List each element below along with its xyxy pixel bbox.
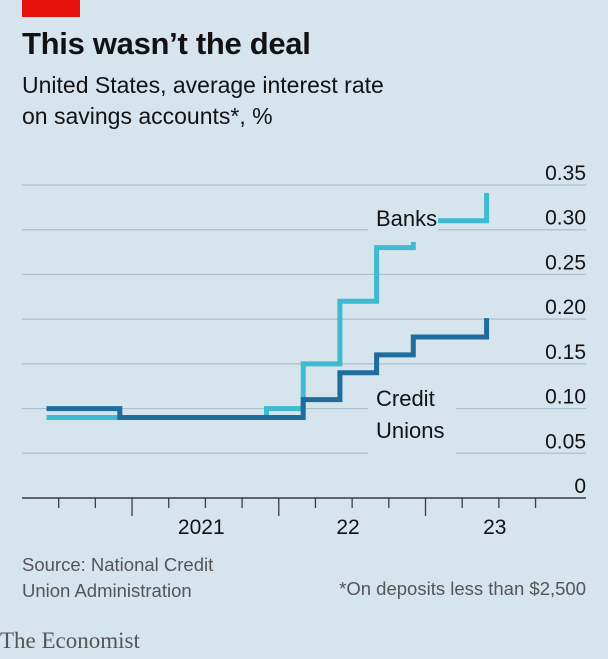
credit-unions-label: Unions [376, 418, 444, 443]
chart-title: This wasn’t the deal [22, 26, 311, 61]
y-tick-label: 0 [574, 475, 586, 498]
x-tick-label: 2021 [178, 516, 225, 539]
y-tick-label: 0.10 [545, 386, 586, 409]
x-tick-label: 22 [336, 516, 359, 539]
x-tick-labels: 2021 22 23 [178, 516, 506, 539]
footnote: *On deposits less than $2,500 [339, 578, 586, 599]
banks-label: Banks [376, 206, 437, 231]
chart-area: 0.35 0.30 0.25 0.20 0.15 0.10 0.05 0 2021 22 23 B… [22, 162, 586, 539]
y-tick-label: 0.25 [545, 251, 586, 274]
y-tick-label: 0.15 [545, 341, 586, 364]
x-axis [58, 498, 537, 516]
credit-unions-label: Credit [376, 386, 435, 411]
economist-logo: The Economist [0, 628, 140, 653]
y-tick-label: 0.20 [545, 296, 586, 319]
source-line-1: Source: National Credit [22, 554, 214, 575]
brand-red-tag [22, 0, 80, 17]
subtitle-line-1: United States, average interest rate [22, 72, 384, 98]
subtitle-line-2: on savings accounts*, % [22, 103, 273, 129]
label-backdrop [368, 204, 438, 242]
y-tick-label: 0.35 [545, 162, 586, 185]
y-tick-label: 0.05 [545, 430, 586, 453]
credit-unions-line [46, 318, 490, 420]
series-lines [46, 192, 490, 420]
y-gridlines [22, 184, 586, 499]
source-line-2: Union Administration [22, 580, 192, 601]
label-backdrop [368, 384, 456, 454]
y-tick-labels: 0.35 0.30 0.25 0.20 0.15 0.10 0.05 0 [545, 162, 586, 498]
chart-subtitle: United States, average interest rate on … [22, 70, 482, 132]
y-tick-label: 0.30 [545, 207, 586, 230]
x-tick-label: 23 [483, 516, 506, 539]
series-labels: Banks Credit Unions [368, 204, 456, 454]
source-note: Source: National Credit Union Administra… [22, 552, 272, 604]
